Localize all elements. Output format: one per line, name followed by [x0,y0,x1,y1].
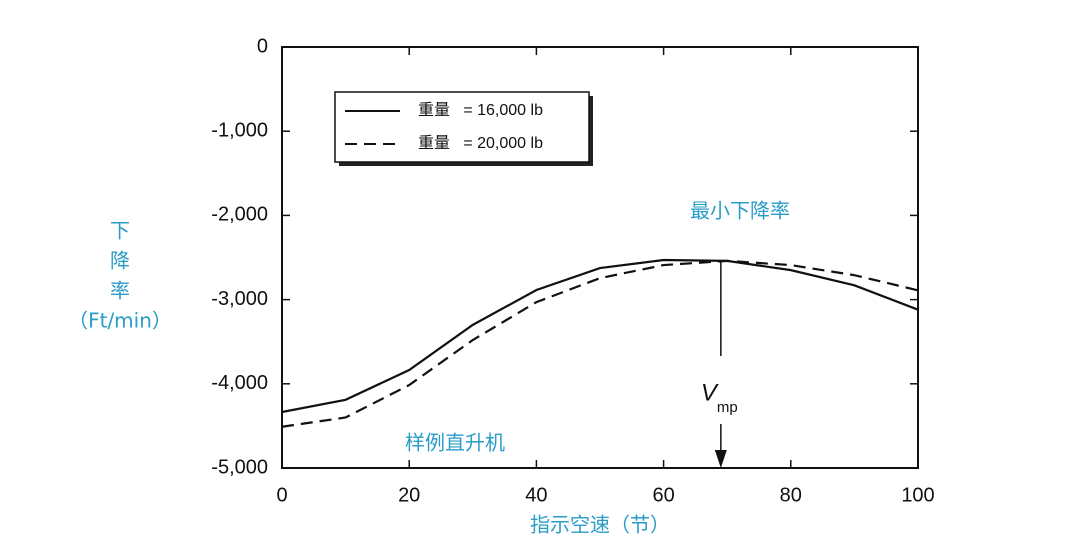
series-line [281,258,919,414]
x-tick-label: 0 [276,484,287,506]
marker-symbol: V [701,379,719,406]
y-tick-label: -4,000 [211,372,268,394]
series-line [281,259,919,428]
y-tick-label: -1,000 [211,119,268,141]
annotation: 最小下降率 [690,199,790,223]
plot-frame [281,46,919,469]
y-tick-label: -3,000 [211,288,268,310]
x-tick-label: 20 [398,484,420,506]
x-axis-label: 指示空速（节） [530,513,670,537]
annotation: 样例直升机 [405,431,505,455]
legend-box [334,91,590,163]
y-axis-label: 下 [110,219,130,243]
y-axis-label: 率 [110,279,130,303]
y-tick-label: -2,000 [211,204,268,226]
y-tick-label: 0 [257,35,268,57]
legend-label: 重量 = 20,000 lb [418,134,543,152]
marker-arrowhead [714,450,727,468]
x-tick-label: 80 [780,484,802,506]
x-tick-label: 40 [525,484,547,506]
y-tick-label: -5,000 [211,456,268,478]
x-tick-label: 100 [901,484,934,506]
marker-subscript: mp [717,399,738,416]
x-tick-label: 60 [652,484,674,506]
legend-label: 重量 = 16,000 lb [418,101,543,119]
y-axis-label: 降 [110,249,130,273]
y-axis-label: （Ft/min） [68,309,172,333]
